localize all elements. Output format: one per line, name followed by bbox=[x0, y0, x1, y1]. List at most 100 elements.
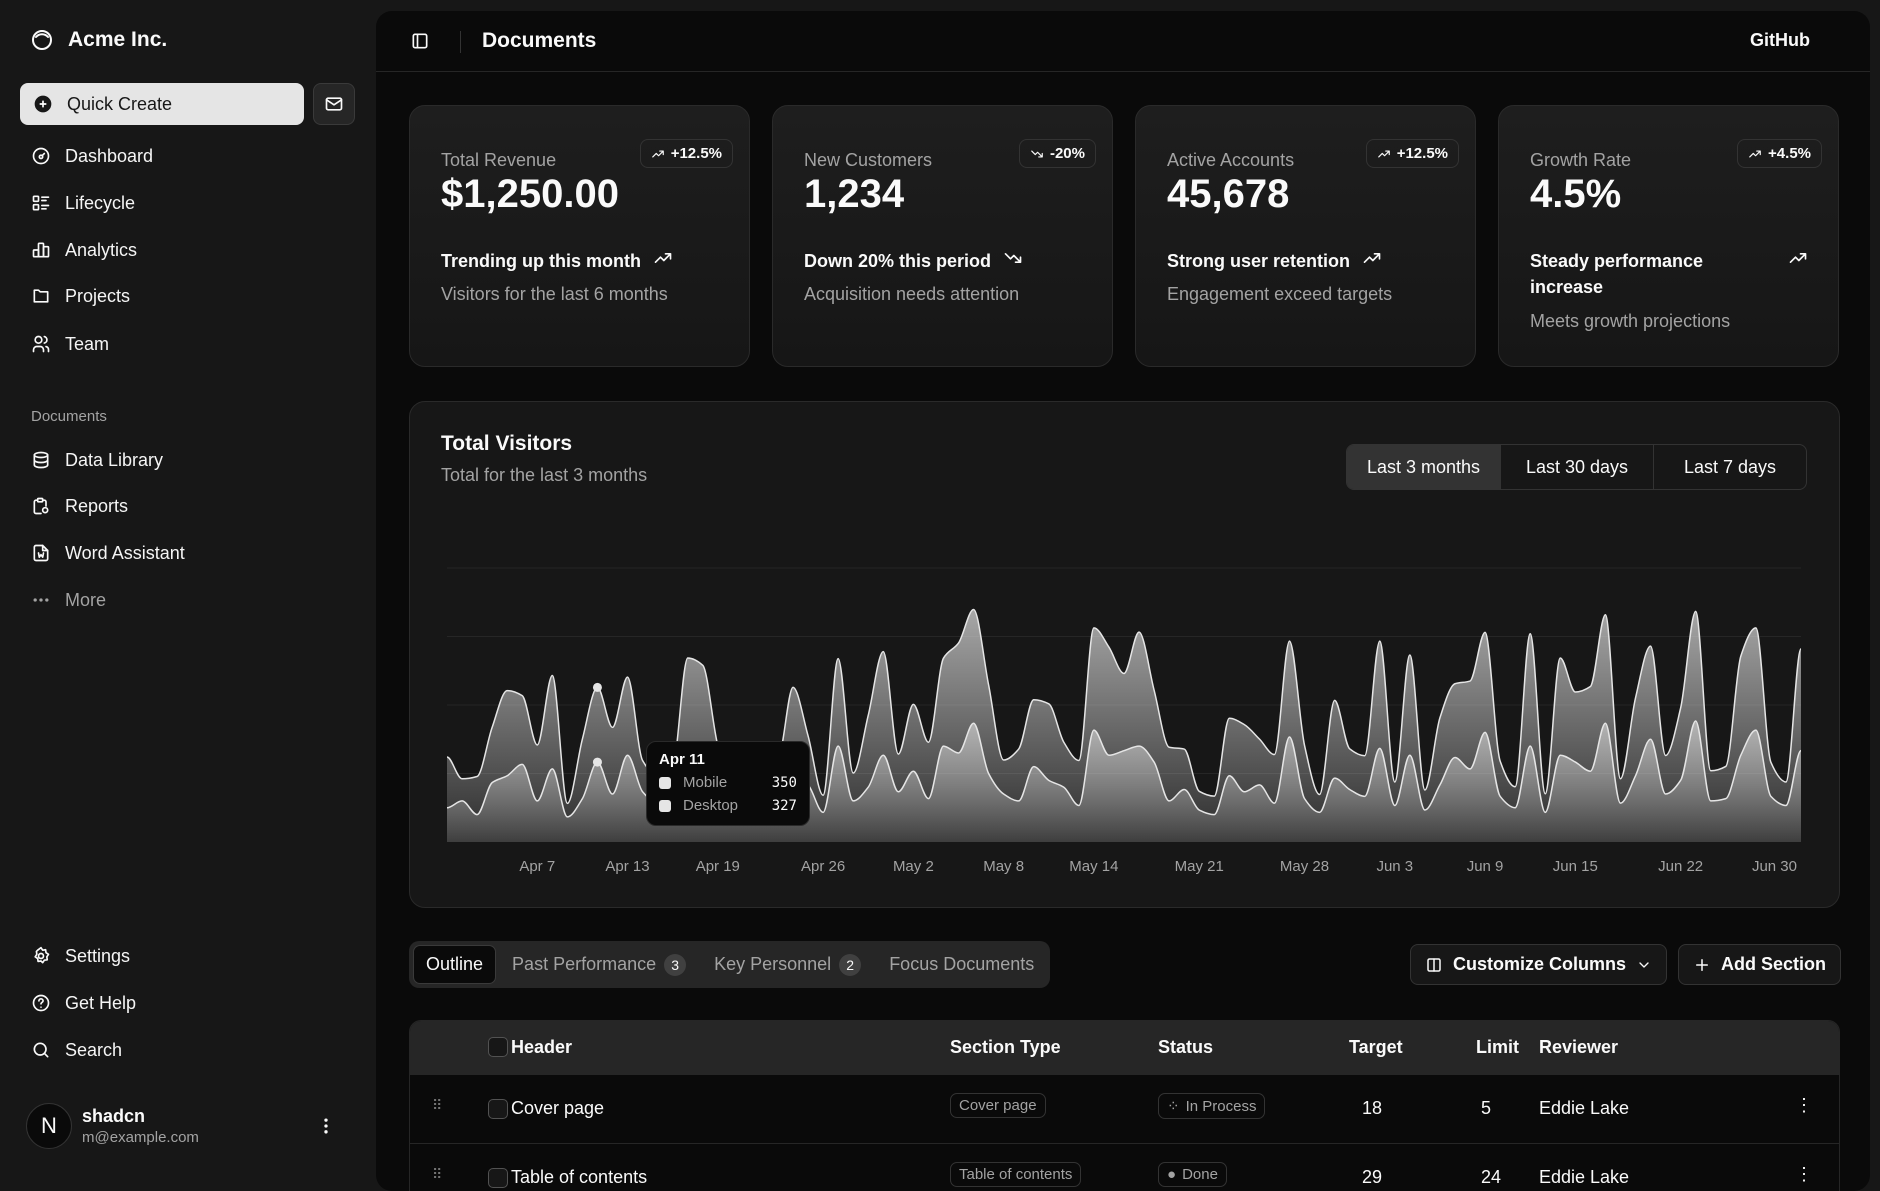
tab-label: Outline bbox=[426, 954, 484, 974]
trend-up-icon bbox=[1789, 253, 1807, 263]
sidebar-item-word-assistant[interactable]: Word Assistant bbox=[20, 533, 356, 573]
gear-icon bbox=[34, 946, 50, 964]
sidebar-item-search[interactable]: Search bbox=[20, 1030, 356, 1070]
row-checkbox[interactable] bbox=[488, 1099, 508, 1119]
trend-badge: +4.5% bbox=[1737, 139, 1822, 168]
row-checkbox[interactable] bbox=[488, 1168, 508, 1188]
table-row[interactable]: ⠿ Cover page Cover page ⁘ In Process 18 5… bbox=[410, 1074, 1839, 1142]
column-header[interactable]: Section Type bbox=[950, 1037, 1061, 1057]
range-last-3-months[interactable]: Last 3 months bbox=[1347, 445, 1500, 489]
sidebar-item-label: Get Help bbox=[65, 992, 137, 1013]
sidebar-item-settings[interactable]: Settings bbox=[20, 936, 356, 976]
sidebar-item-label: Search bbox=[65, 1039, 123, 1060]
target-value[interactable]: 18 bbox=[1362, 1098, 1383, 1118]
user-name: shadcn bbox=[82, 1106, 146, 1126]
tab-focus-documents[interactable]: Focus Documents bbox=[877, 945, 1046, 984]
sidebar-item-label: Dashboard bbox=[65, 145, 154, 166]
column-header[interactable]: Limit bbox=[1476, 1037, 1519, 1057]
select-all-checkbox[interactable] bbox=[488, 1037, 508, 1057]
drag-handle-icon[interactable]: ⠿ bbox=[432, 1166, 443, 1182]
gauge-icon bbox=[32, 147, 50, 165]
status-badge: ⁘ In Process bbox=[1158, 1093, 1266, 1119]
legend-swatch bbox=[659, 799, 671, 812]
tab-outline[interactable]: Outline bbox=[413, 945, 497, 984]
range-last-30-days[interactable]: Last 30 days bbox=[1500, 445, 1653, 489]
quick-create-button[interactable]: Quick Create bbox=[20, 83, 304, 125]
stat-value: 45,678 bbox=[1167, 172, 1290, 216]
column-header[interactable]: Status bbox=[1158, 1037, 1214, 1057]
stat-card: New Customers -20% 1,234 Down 20% this p… bbox=[772, 105, 1113, 367]
active-dot-mobile bbox=[592, 757, 602, 767]
outline-table: Header Section Type Status Target Limit … bbox=[409, 1020, 1840, 1191]
sidebar-item-projects[interactable]: Projects bbox=[20, 276, 356, 316]
dots-icon bbox=[33, 598, 49, 602]
row-header[interactable]: Cover page bbox=[511, 1098, 605, 1118]
stat-value: 4.5% bbox=[1530, 172, 1622, 216]
tab-key-personnel[interactable]: Key Personnel 2 bbox=[702, 945, 873, 984]
tab-label: Key Personnel bbox=[714, 954, 832, 974]
limit-value[interactable]: 5 bbox=[1481, 1098, 1492, 1118]
column-header[interactable]: Target bbox=[1349, 1037, 1403, 1057]
user-menu[interactable]: N shadcn m@example.com bbox=[26, 1102, 356, 1150]
sidebar-item-more[interactable]: More bbox=[20, 580, 356, 620]
x-tick-label: May 8 bbox=[983, 858, 1024, 875]
count-badge: 3 bbox=[664, 953, 687, 976]
sidebar-item-analytics[interactable]: Analytics bbox=[20, 230, 356, 270]
users-icon bbox=[32, 335, 50, 353]
drag-handle-icon[interactable]: ⠿ bbox=[432, 1097, 443, 1113]
documents-group-label: Documents bbox=[31, 408, 107, 425]
sidebar-item-dashboard[interactable]: Dashboard bbox=[20, 136, 356, 176]
sidebar-item-get-help[interactable]: Get Help bbox=[20, 983, 356, 1023]
x-tick-label: May 21 bbox=[1175, 858, 1224, 875]
tooltip-value: 350 bbox=[771, 774, 797, 791]
page-title: Documents bbox=[482, 29, 597, 52]
limit-value[interactable]: 24 bbox=[1481, 1167, 1502, 1187]
brand[interactable]: Acme Inc. bbox=[30, 28, 167, 52]
customize-columns-button[interactable]: Customize Columns bbox=[1410, 944, 1668, 985]
tab-past-performance[interactable]: Past Performance 3 bbox=[500, 945, 698, 984]
stat-footer: Strong user retention bbox=[1167, 248, 1445, 275]
sidebar-item-lifecycle[interactable]: Lifecycle bbox=[20, 183, 356, 223]
report-icon bbox=[33, 497, 49, 515]
x-tick-label: Jun 3 bbox=[1376, 858, 1413, 875]
sidebar-item-reports[interactable]: Reports bbox=[20, 486, 356, 526]
sidebar-item-label: More bbox=[65, 589, 107, 610]
logo-icon bbox=[32, 30, 52, 50]
chart-title: Total Visitors bbox=[441, 432, 573, 455]
sidebar-item-label: Team bbox=[65, 333, 110, 354]
row-header[interactable]: Table of contents bbox=[511, 1167, 648, 1187]
sidebar-item-team[interactable]: Team bbox=[20, 324, 356, 364]
x-tick-label: Jun 9 bbox=[1467, 858, 1504, 875]
badge-value: +4.5% bbox=[1768, 145, 1811, 162]
x-tick-label: May 28 bbox=[1280, 858, 1329, 875]
active-dot-desktop bbox=[592, 682, 602, 692]
sidebar-item-data-library[interactable]: Data Library bbox=[20, 440, 356, 480]
user-email: m@example.com bbox=[82, 1129, 199, 1146]
github-link[interactable]: GitHub bbox=[1750, 30, 1810, 50]
reviewer-value[interactable]: Eddie Lake bbox=[1539, 1167, 1630, 1187]
more-vertical-icon[interactable] bbox=[316, 1116, 336, 1136]
column-header[interactable]: Header bbox=[511, 1037, 573, 1057]
tab-label: Past Performance bbox=[512, 954, 657, 974]
trend-down-icon bbox=[1031, 150, 1043, 157]
legend-swatch bbox=[659, 776, 671, 789]
column-header[interactable]: Reviewer bbox=[1539, 1037, 1619, 1057]
header-divider bbox=[460, 31, 461, 53]
inbox-button[interactable] bbox=[313, 83, 355, 125]
add-section-button[interactable]: Add Section bbox=[1678, 944, 1842, 985]
tooltip-date: Apr 11 bbox=[659, 751, 705, 768]
chart-subtitle: Total for the last 3 months bbox=[441, 465, 648, 485]
loader-icon: ⁘ bbox=[1167, 1098, 1180, 1115]
range-toggle: Last 3 months Last 30 days Last 7 days bbox=[1346, 444, 1807, 490]
stat-description: Meets growth projections bbox=[1530, 311, 1731, 331]
reviewer-value[interactable]: Eddie Lake bbox=[1539, 1098, 1630, 1118]
table-row[interactable]: ⠿ Table of contents Table of contents ● D… bbox=[410, 1143, 1839, 1191]
add-section-label: Add Section bbox=[1721, 954, 1827, 974]
visitors-area-chart[interactable]: Apr 7 Apr 13 Apr 19 Apr 26 May 2 May 8 May 14 M… bbox=[410, 402, 1841, 909]
sidebar-toggle-icon[interactable] bbox=[410, 31, 430, 51]
range-last-7-days[interactable]: Last 7 days bbox=[1653, 445, 1806, 489]
row-actions-icon[interactable]: ⋮ bbox=[1795, 1095, 1813, 1115]
sidebar-item-label: Reports bbox=[65, 495, 129, 516]
table-header: Header Section Type Status Target Limit … bbox=[410, 1021, 1839, 1074]
target-value[interactable]: 29 bbox=[1362, 1167, 1383, 1187]
